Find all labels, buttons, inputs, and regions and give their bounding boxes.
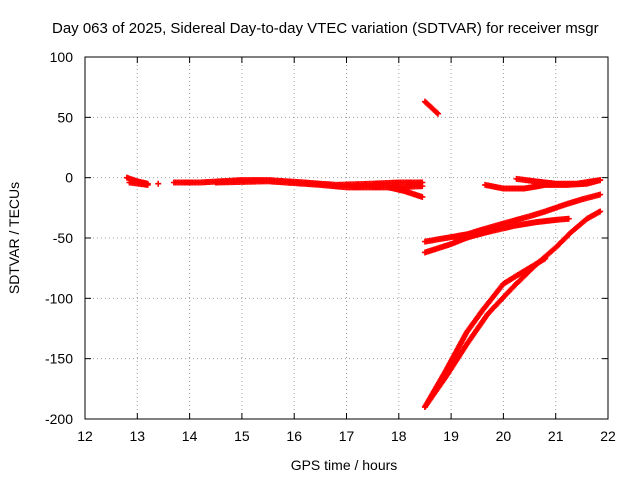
x-tick-label: 17 <box>339 428 355 444</box>
series-trace <box>453 215 572 244</box>
series-trace <box>385 184 426 200</box>
x-tick-label: 13 <box>130 428 146 444</box>
data-point <box>419 193 426 200</box>
data-marks <box>123 98 604 410</box>
x-tick-label: 20 <box>496 428 512 444</box>
data-point <box>597 191 604 198</box>
axis-ticks: 12 13 14 15 16 17 18 19 20 21 22 -200 -150 -100 -50 0 50… <box>45 49 616 444</box>
data-point <box>419 183 426 190</box>
y-tick-label: 0 <box>65 170 73 186</box>
x-tick-label: 15 <box>234 428 250 444</box>
y-tick-label: -50 <box>53 230 73 246</box>
data-point <box>597 208 604 215</box>
x-tick-label: 14 <box>182 428 198 444</box>
data-point <box>144 181 151 188</box>
x-tick-label: 19 <box>443 428 459 444</box>
data-point <box>433 109 440 116</box>
y-tick-label: -150 <box>45 351 73 367</box>
series-trace <box>421 191 604 245</box>
data-point <box>155 180 162 187</box>
x-tick-label: 18 <box>391 428 407 444</box>
y-tick-label: 100 <box>50 49 74 65</box>
series-trace <box>513 175 604 187</box>
x-tick-label: 22 <box>600 428 616 444</box>
x-tick-label: 12 <box>77 428 93 444</box>
x-tick-label: 21 <box>548 428 564 444</box>
x-axis-label: GPS time / hours <box>291 457 398 473</box>
y-tick-label: -200 <box>45 411 73 427</box>
series-trace <box>212 178 426 191</box>
plot-frame <box>84 56 609 420</box>
series-trace <box>126 179 151 188</box>
y-tick-label: -100 <box>45 290 73 306</box>
series-trace <box>155 180 162 187</box>
y-tick-label: 50 <box>57 109 73 125</box>
data-point <box>542 255 549 262</box>
grid-lines <box>85 57 608 419</box>
x-tick-label: 16 <box>286 428 302 444</box>
data-point <box>435 110 442 117</box>
series-trace <box>421 255 549 410</box>
y-axis-label: SDTVAR / TECUs <box>6 182 22 294</box>
data-point <box>597 177 604 184</box>
chart-title: Day 063 of 2025, Sidereal Day-to-day VTE… <box>52 20 599 37</box>
data-point <box>565 215 572 222</box>
series-trace <box>421 98 442 117</box>
